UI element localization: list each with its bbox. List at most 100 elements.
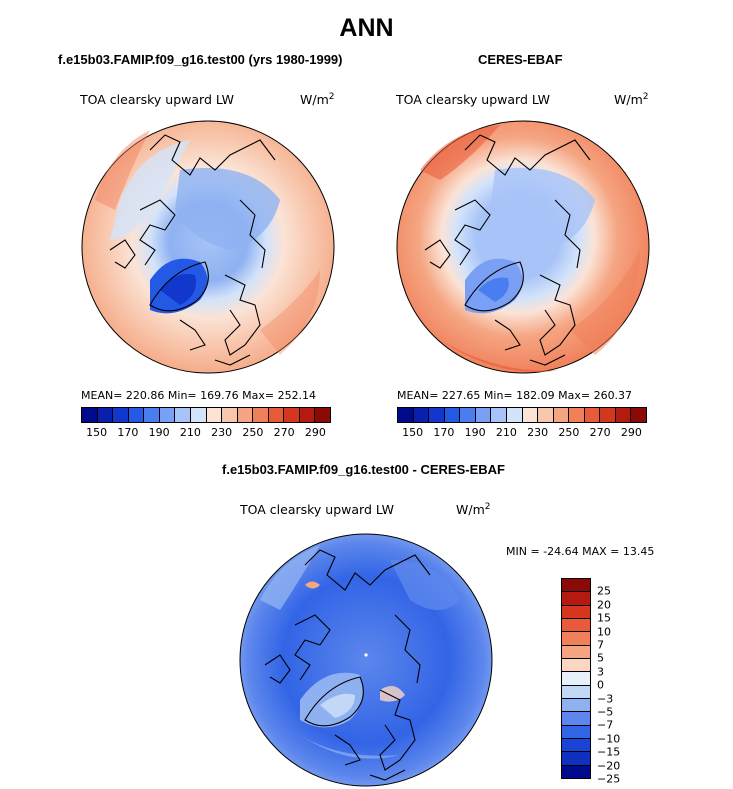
panel1-units-label: W/m2: [300, 92, 335, 108]
colorbar-tick-label: −3: [597, 692, 614, 706]
colorbar-tick-label: 190: [464, 426, 486, 439]
colorbar-tick-label: 150: [402, 426, 424, 439]
colorbar-tick-label: 250: [558, 426, 580, 439]
colorbar-swatch: [284, 408, 300, 422]
panel1-colorbar-ticks: 150 170 190 210 230 250 270 290: [81, 426, 331, 440]
colorbar-tick-label: 210: [179, 426, 201, 439]
colorbar-tick-label: 290: [620, 426, 642, 439]
colorbar-swatch: [253, 408, 269, 422]
colorbar-tick-label: −5: [597, 705, 614, 719]
panel1-stats: MEAN= 220.86 Min= 169.76 Max= 252.14: [81, 389, 317, 402]
colorbar-swatch: [413, 408, 430, 422]
colorbar-swatch: [159, 408, 176, 422]
colorbar-swatch: [97, 408, 114, 422]
panel2-colorbar-ticks: 150 170 190 210 230 250 270 290: [397, 426, 647, 440]
colorbar-tick-label: 270: [273, 426, 295, 439]
colorbar-swatch: [562, 632, 590, 646]
colorbar-swatch: [128, 408, 145, 422]
colorbar-swatch: [475, 408, 492, 422]
diff-case-title: f.e15b03.FAMIP.f09_g16.test00 - CERES-EB…: [222, 462, 505, 477]
panel2-variable-label: TOA clearsky upward LW: [396, 92, 551, 107]
diff-colorbar: [561, 578, 591, 779]
diff-variable-label: TOA clearsky upward LW: [240, 502, 395, 517]
colorbar-swatch: [113, 408, 129, 422]
colorbar-tick-label: 150: [86, 426, 108, 439]
colorbar-tick-label: −10: [597, 732, 621, 746]
colorbar-swatch: [562, 672, 590, 686]
colorbar-swatch: [569, 408, 585, 422]
colorbar-swatch: [562, 752, 590, 766]
colorbar-swatch: [562, 592, 590, 606]
colorbar-swatch: [237, 408, 254, 422]
colorbar-tick-label: 270: [589, 426, 611, 439]
colorbar-swatch: [444, 408, 461, 422]
colorbar-swatch: [491, 408, 507, 422]
colorbar-tick-label: −20: [597, 759, 621, 773]
colorbar-swatch: [299, 408, 316, 422]
colorbar-tick-label: 170: [433, 426, 455, 439]
colorbar-swatch: [562, 725, 590, 739]
colorbar-tick-label: 15: [597, 611, 611, 625]
colorbar-tick-label: 170: [117, 426, 139, 439]
panel2-stats: MEAN= 227.65 Min= 182.09 Max= 260.37: [397, 389, 633, 402]
colorbar-swatch: [506, 408, 523, 422]
colorbar-swatch: [562, 685, 590, 699]
colorbar-swatch: [562, 618, 590, 633]
colorbar-swatch: [144, 408, 160, 422]
colorbar-tick-label: −15: [597, 745, 621, 759]
colorbar-swatch: [562, 698, 590, 713]
colorbar-tick-label: 5: [597, 651, 604, 665]
colorbar-tick-label: 190: [148, 426, 170, 439]
colorbar-swatch: [538, 408, 554, 422]
panel1-case-title: f.e15b03.FAMIP.f09_g16.test00 (yrs 1980-…: [58, 52, 343, 67]
colorbar-swatch: [315, 408, 330, 422]
diff-stats: MIN = -24.64 MAX = 13.45: [506, 545, 655, 558]
colorbar-swatch: [562, 712, 590, 726]
colorbar-tick-label: 25: [597, 584, 611, 598]
colorbar-swatch: [562, 738, 590, 753]
colorbar-tick-label: 3: [597, 665, 604, 679]
colorbar-tick-label: 250: [242, 426, 264, 439]
panel1-colorbar: [81, 407, 331, 423]
panel2-colorbar: [397, 407, 647, 423]
colorbar-swatch: [82, 408, 98, 422]
colorbar-swatch: [615, 408, 632, 422]
colorbar-swatch: [562, 658, 590, 673]
colorbar-swatch: [429, 408, 445, 422]
panel1-variable-label: TOA clearsky upward LW: [80, 92, 235, 107]
colorbar-swatch: [190, 408, 207, 422]
colorbar-tick-label: 210: [495, 426, 517, 439]
diff-globe: [239, 533, 493, 787]
colorbar-tick-label: 10: [597, 625, 611, 639]
colorbar-tick-label: −7: [597, 718, 614, 732]
panel2-case-title: CERES-EBAF: [478, 52, 563, 67]
colorbar-swatch: [222, 408, 238, 422]
colorbar-swatch: [562, 765, 590, 778]
colorbar-swatch: [562, 605, 590, 619]
colorbar-swatch: [584, 408, 601, 422]
panel1-globe: [81, 120, 335, 374]
colorbar-tick-label: 230: [211, 426, 233, 439]
colorbar-tick-label: 0: [597, 678, 604, 692]
panel2-units-label: W/m2: [614, 92, 649, 108]
colorbar-swatch: [522, 408, 539, 422]
colorbar-swatch: [206, 408, 223, 422]
diff-units-label: W/m2: [456, 502, 491, 518]
diff-colorbar-ticks: 25 20 15 10 7 5 3 0 −3 −5 −7 −10 −15 −20 −25: [597, 578, 637, 786]
colorbar-swatch: [398, 408, 414, 422]
figure-title: ANN: [339, 14, 394, 42]
colorbar-tick-label: 230: [527, 426, 549, 439]
colorbar-swatch: [562, 645, 590, 659]
colorbar-swatch: [600, 408, 616, 422]
colorbar-swatch: [460, 408, 476, 422]
colorbar-swatch: [175, 408, 191, 422]
colorbar-tick-label: −25: [597, 772, 621, 786]
panel2-globe: [396, 120, 650, 374]
colorbar-tick-label: 7: [597, 638, 604, 652]
colorbar-swatch: [562, 579, 590, 593]
colorbar-swatch: [553, 408, 570, 422]
colorbar-tick-label: 290: [304, 426, 326, 439]
colorbar-tick-label: 20: [597, 598, 611, 612]
colorbar-swatch: [268, 408, 285, 422]
